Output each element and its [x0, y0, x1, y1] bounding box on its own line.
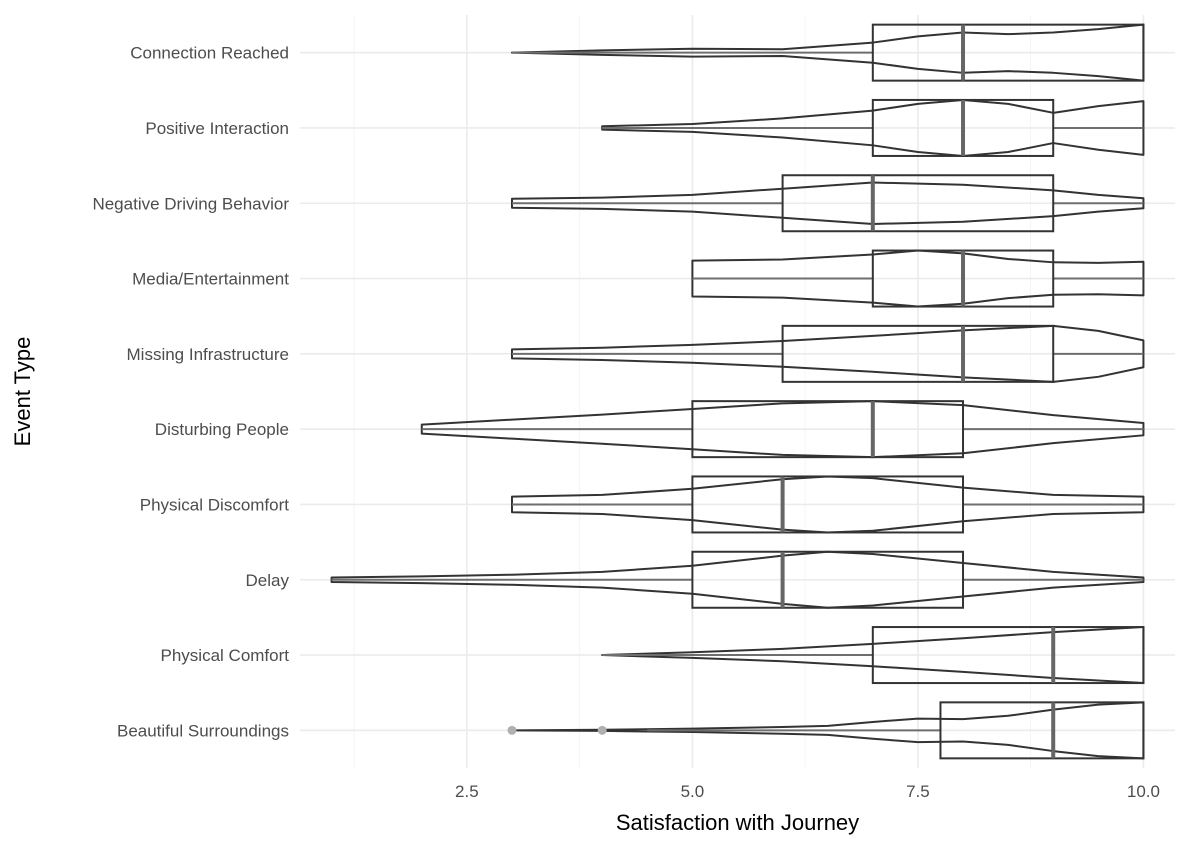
violin-shape — [601, 98, 1145, 157]
marks-layer — [330, 23, 1145, 760]
x-tick-label: 7.5 — [906, 782, 930, 801]
labels-layer: 2.5 5.0 7.5 10.0 Connection Reached Positive … — [92, 44, 1160, 801]
y-category-label: Physical Discomfort — [140, 495, 290, 514]
box-iqr — [781, 324, 1055, 383]
box-iqr — [871, 23, 1145, 82]
y-category-label: Positive Interaction — [145, 119, 289, 138]
box-outlier-point — [597, 725, 607, 735]
x-tick-label: 10.0 — [1127, 782, 1160, 801]
y-category-label: Connection Reached — [130, 44, 289, 63]
y-category-label: Media/Entertainment — [132, 270, 289, 289]
x-axis-title: Satisfaction with Journey — [616, 810, 859, 835]
y-category-label: Negative Driving Behavior — [92, 194, 289, 213]
box-iqr — [939, 701, 1145, 760]
y-category-label: Delay — [246, 571, 290, 590]
y-axis-title: Event Type — [10, 337, 35, 447]
violin-shape — [330, 550, 1145, 609]
x-tick-label: 5.0 — [681, 782, 705, 801]
box-iqr — [871, 626, 1145, 685]
y-category-label: Disturbing People — [155, 420, 289, 439]
box-iqr — [781, 174, 1055, 233]
box-iqr — [691, 550, 965, 609]
y-category-label: Physical Comfort — [161, 646, 290, 665]
y-category-label: Missing Infrastructure — [127, 345, 290, 364]
x-tick-label: 2.5 — [455, 782, 479, 801]
box-outlier-point — [507, 725, 517, 735]
box-iqr — [691, 400, 965, 459]
y-category-label: Beautiful Surroundings — [117, 721, 289, 740]
box-iqr — [691, 475, 965, 534]
